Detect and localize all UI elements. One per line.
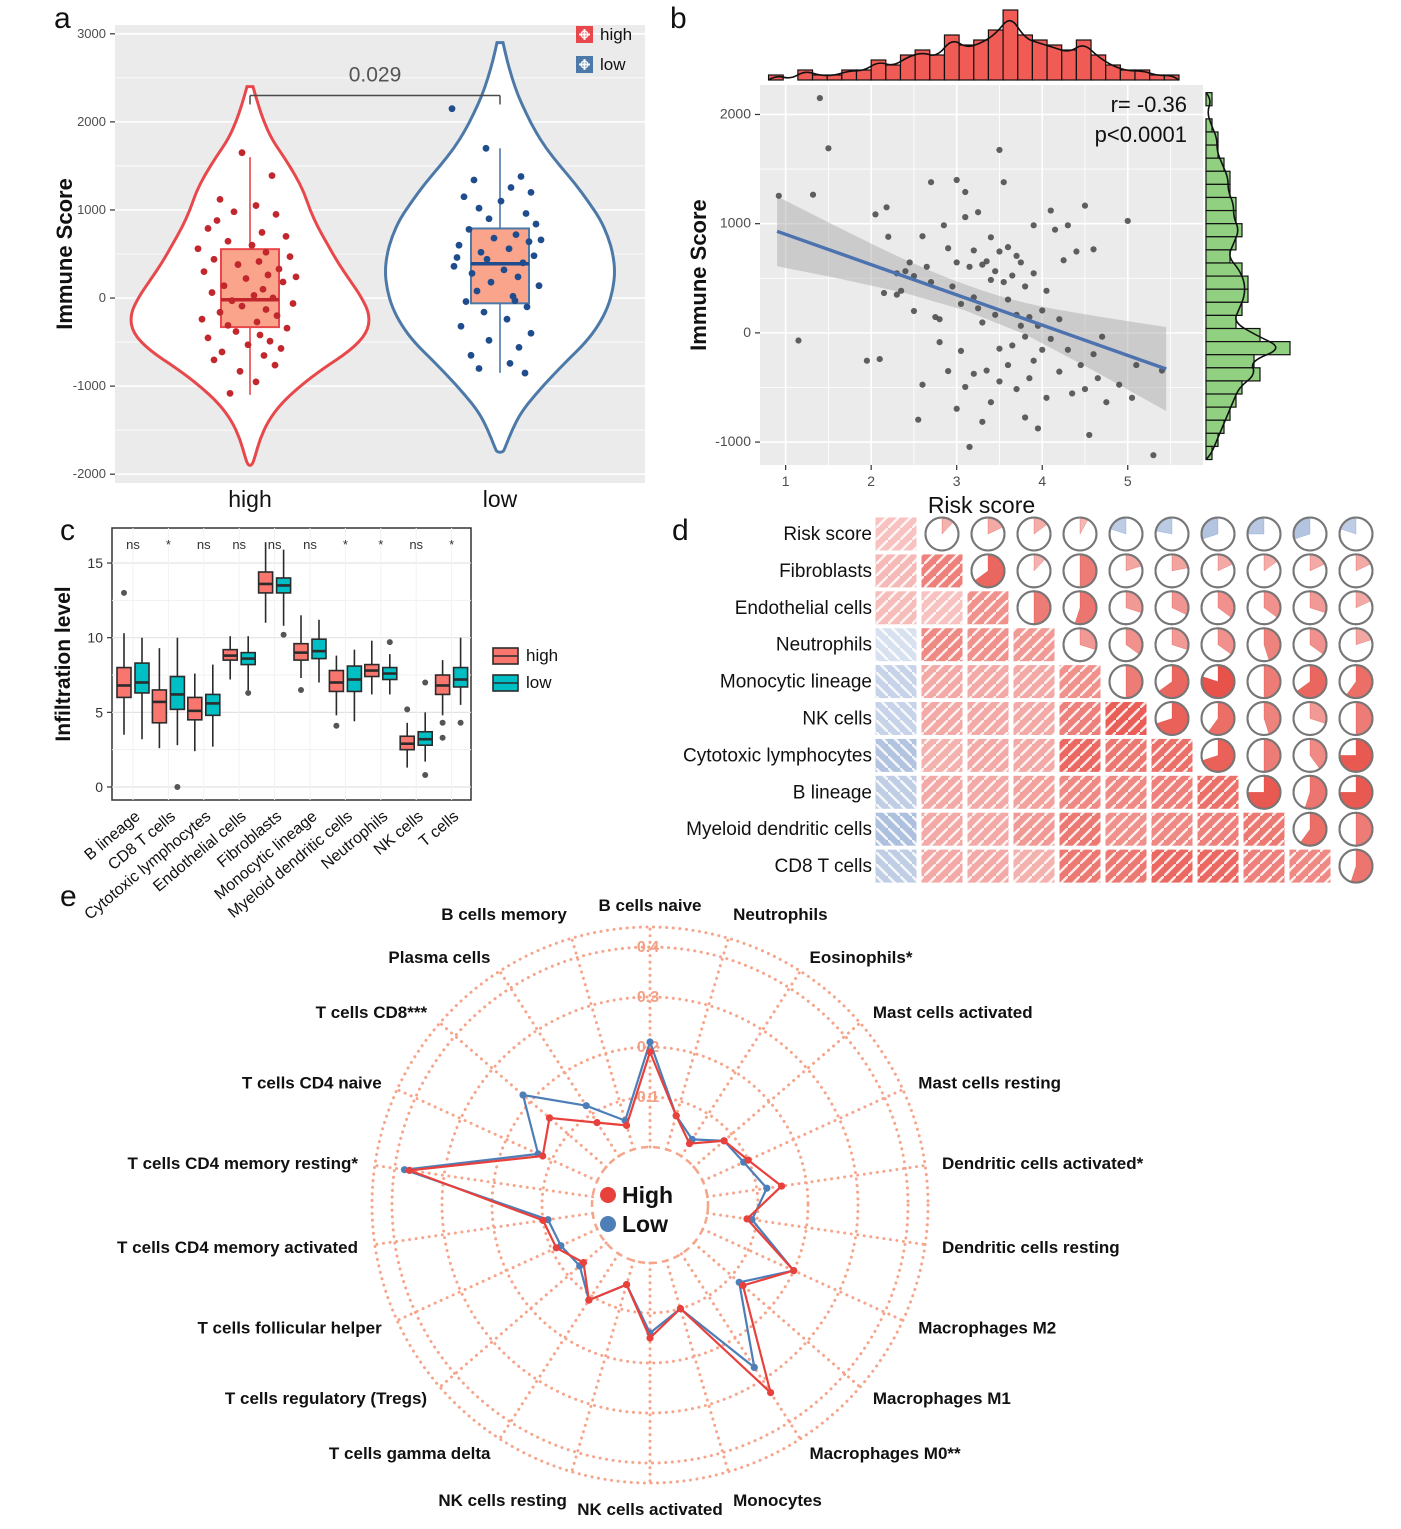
svg-text:3000: 3000	[77, 26, 106, 41]
svg-text:0: 0	[743, 324, 751, 340]
svg-text:low: low	[526, 673, 552, 692]
svg-text:NK cells: NK cells	[802, 709, 872, 730]
panel-b-label: b	[670, 2, 687, 35]
svg-text:0: 0	[99, 290, 106, 305]
svg-text:high: high	[228, 486, 271, 512]
svg-text:4: 4	[1038, 473, 1046, 489]
svg-text:0.4: 0.4	[637, 939, 659, 956]
svg-text:Infiltration level: Infiltration level	[52, 586, 75, 741]
correlogram: Risk score Fibroblasts Endothelial cells Ne…	[683, 516, 1374, 884]
svg-text:Mast cells resting: Mast cells resting	[918, 1074, 1061, 1093]
svg-text:T cells regulatory (Tregs): T cells regulatory (Tregs)	[225, 1389, 427, 1408]
svg-text:B cells memory: B cells memory	[441, 905, 567, 924]
panel-c-label: c	[60, 514, 75, 547]
svg-text:5: 5	[95, 704, 103, 720]
svg-text:2000: 2000	[720, 105, 751, 121]
svg-text:1: 1	[782, 473, 790, 489]
svg-text:Eosinophils*: Eosinophils*	[810, 948, 913, 967]
svg-text:Endothelial cells: Endothelial cells	[735, 598, 872, 619]
svg-text:ns: ns	[303, 537, 317, 552]
svg-text:Mast cells activated: Mast cells activated	[873, 1003, 1033, 1022]
svg-text:Myeloid dendritic cells: Myeloid dendritic cells	[686, 819, 872, 840]
svg-text:T cells: T cells	[416, 808, 462, 851]
svg-text:Fibroblasts: Fibroblasts	[779, 561, 872, 582]
svg-text:*: *	[166, 537, 171, 552]
svg-text:T cells CD4 memory activated: T cells CD4 memory activated	[117, 1238, 358, 1257]
svg-text:Macrophages M2: Macrophages M2	[918, 1319, 1056, 1338]
svg-text:-1000: -1000	[715, 433, 751, 449]
svg-text:0.3: 0.3	[637, 989, 659, 1006]
svg-text:r= -0.36: r= -0.36	[1111, 92, 1187, 117]
violin-plot: 3000 2000 1000 0 -1000 -2000 Immune Score high l…	[52, 25, 645, 512]
svg-text:0.029: 0.029	[349, 63, 402, 86]
svg-text:Neutrophils: Neutrophils	[776, 635, 872, 656]
svg-text:T cells gamma delta: T cells gamma delta	[329, 1444, 491, 1463]
svg-text:ns: ns	[268, 537, 282, 552]
svg-text:low: low	[483, 486, 518, 512]
svg-text:*: *	[449, 537, 454, 552]
svg-text:-2000: -2000	[73, 466, 106, 481]
svg-text:T cells CD4 naive: T cells CD4 naive	[242, 1074, 382, 1093]
svg-text:Immune Score: Immune Score	[52, 178, 77, 330]
svg-text:*: *	[343, 537, 348, 552]
svg-text:1000: 1000	[720, 215, 751, 231]
svg-text:Dendritic cells resting: Dendritic cells resting	[942, 1238, 1120, 1257]
svg-text:Neutrophils: Neutrophils	[733, 905, 827, 924]
svg-text:1000: 1000	[77, 202, 106, 217]
svg-text:Monocytic lineage: Monocytic lineage	[720, 672, 872, 693]
svg-text:NK cells resting: NK cells resting	[438, 1491, 567, 1510]
svg-text:0.1: 0.1	[637, 1089, 659, 1106]
panel-e-label: e	[60, 880, 77, 913]
svg-text:Risk score: Risk score	[928, 492, 1035, 518]
svg-text:15: 15	[87, 555, 103, 571]
svg-text:low: low	[600, 55, 626, 74]
svg-text:2: 2	[867, 473, 875, 489]
panel-d-label: d	[672, 514, 689, 547]
panel-a-label: a	[54, 2, 71, 35]
svg-text:B cells naive: B cells naive	[598, 896, 701, 915]
svg-text:T cells CD8***: T cells CD8***	[316, 1003, 428, 1022]
svg-text:10: 10	[87, 630, 103, 646]
svg-text:NK cells activated: NK cells activated	[577, 1500, 723, 1519]
scatter-plot: 1 2 3 4 5 2000 1000 0 -1000 r= -0.36 p<0.0001 Risk …	[686, 9, 1291, 518]
svg-text:B lineage: B lineage	[793, 782, 872, 803]
svg-text:T cells follicular helper: T cells follicular helper	[197, 1319, 382, 1338]
svg-text:Macrophages M1: Macrophages M1	[873, 1389, 1011, 1408]
radar-chart: 0.10.20.30.4B cells naive NeutrophilsEosi…	[117, 896, 1144, 1519]
svg-text:3: 3	[953, 473, 961, 489]
svg-text:high: high	[526, 646, 558, 665]
svg-text:high: high	[600, 25, 632, 44]
svg-text:ns: ns	[409, 537, 423, 552]
svg-text:Macrophages M0**: Macrophages M0**	[810, 1444, 962, 1463]
svg-text:2000: 2000	[77, 114, 106, 129]
svg-text:-1000: -1000	[73, 378, 106, 393]
svg-text:Risk score: Risk score	[783, 524, 872, 545]
svg-text:Monocytes: Monocytes	[733, 1491, 822, 1510]
svg-text:CD8 T cells: CD8 T cells	[775, 856, 873, 877]
svg-text:ns: ns	[126, 537, 140, 552]
svg-text:p<0.0001: p<0.0001	[1095, 122, 1187, 147]
svg-text:ns: ns	[232, 537, 246, 552]
svg-text:Plasma cells: Plasma cells	[388, 948, 490, 967]
svg-text:*: *	[378, 537, 383, 552]
svg-text:Cytotoxic lymphocytes: Cytotoxic lymphocytes	[683, 745, 872, 766]
svg-text:T cells CD4 memory resting*: T cells CD4 memory resting*	[127, 1154, 358, 1173]
svg-text:ns: ns	[197, 537, 211, 552]
svg-text:Low: Low	[622, 1211, 668, 1237]
svg-text:High: High	[622, 1182, 673, 1208]
svg-text:0: 0	[95, 779, 103, 795]
svg-text:Dendritic cells activated*: Dendritic cells activated*	[942, 1154, 1144, 1173]
svg-text:Immune Score: Immune Score	[686, 199, 711, 351]
svg-text:5: 5	[1124, 473, 1132, 489]
